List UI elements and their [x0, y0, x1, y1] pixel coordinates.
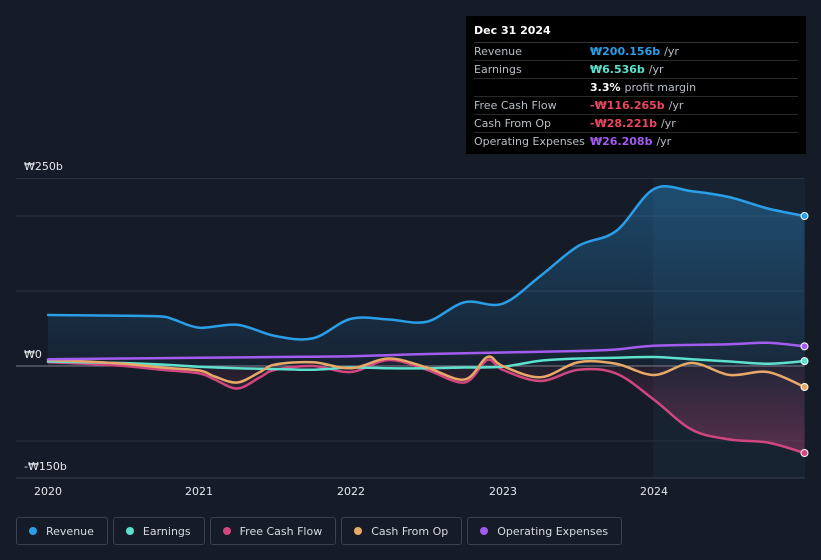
cash-from-op-end-point — [800, 383, 809, 391]
x-tick-label-2023: 2023 — [489, 485, 517, 498]
y-tick-label-top: ₩250b — [24, 160, 63, 173]
legend-label: Operating Expenses — [497, 524, 609, 538]
tooltip-value: ₩200.156b — [590, 45, 661, 58]
tooltip-row-revenue: Revenue ₩200.156b /yr — [474, 43, 798, 61]
tooltip-label: Operating Expenses — [474, 135, 585, 148]
tooltip-row-profit-margin: 3.3% profit margin — [474, 79, 798, 97]
tooltip-value: -₩28.221b — [590, 117, 658, 130]
earnings-end-point — [800, 357, 809, 366]
chart-legend: Revenue Earnings Free Cash Flow Cash Fro… — [16, 517, 623, 545]
x-tick-label-2022: 2022 — [337, 485, 365, 498]
tooltip-label: Revenue — [474, 45, 522, 58]
operating-expenses-line — [46, 341, 806, 361]
tooltip-label: Earnings — [474, 63, 522, 76]
tooltip-row-operating-expenses: Operating Expenses ₩26.208b /yr — [474, 133, 798, 150]
tooltip-label — [474, 79, 590, 96]
x-tick-label-2020: 2020 — [34, 485, 62, 498]
series-end-markers — [800, 212, 809, 457]
legend-item-revenue[interactable]: Revenue — [16, 517, 108, 545]
tooltip-row-free-cash-flow: Free Cash Flow -₩116.265b /yr — [474, 97, 798, 115]
revenue-end-point — [800, 212, 809, 220]
y-tick-label-bottom: -₩150b — [24, 460, 67, 473]
tooltip-value: 3.3% — [590, 81, 621, 94]
tooltip-unit: /yr — [664, 45, 679, 58]
series-lines — [46, 185, 806, 455]
tooltip-unit: /yr — [648, 63, 664, 76]
operating-expenses-end-point — [800, 342, 809, 351]
tooltip-row-cash-from-op: Cash From Op -₩28.221b /yr — [474, 115, 798, 133]
legend-item-free-cash-flow[interactable]: Free Cash Flow — [209, 517, 337, 545]
tooltip-unit: /yr — [668, 99, 684, 112]
legend-dot-icon — [29, 527, 37, 535]
revenue-line — [46, 185, 806, 341]
area-fills — [48, 186, 805, 453]
tooltip-unit: /yr — [656, 135, 672, 148]
free-cash-flow-end-point — [800, 449, 809, 457]
data-tooltip: Dec 31 2024 Revenue ₩200.156b /yr Earnin… — [466, 16, 806, 154]
revenue-area — [48, 186, 805, 366]
tooltip-label: Cash From Op — [474, 117, 552, 130]
legend-dot-icon — [222, 527, 231, 535]
tooltip-value: -₩116.265b — [590, 99, 665, 112]
tooltip-value: ₩6.536b — [590, 63, 645, 76]
tooltip-unit: /yr — [661, 117, 676, 130]
legend-dot-icon — [125, 527, 134, 535]
tooltip-unit: profit margin — [624, 81, 697, 94]
legend-dot-icon — [354, 527, 363, 535]
legend-label: Cash From Op — [371, 524, 449, 538]
tooltip-value: ₩26.208b — [590, 135, 653, 148]
tooltip-date: Dec 31 2024 — [474, 24, 798, 43]
legend-item-earnings[interactable]: Earnings — [112, 517, 205, 545]
y-tick-label-zero: ₩0 — [24, 348, 42, 361]
tooltip-label: Free Cash Flow — [474, 99, 557, 112]
legend-label: Free Cash Flow — [239, 524, 323, 538]
tooltip-row-earnings: Earnings ₩6.536b /yr — [474, 61, 798, 79]
cash-from-op-line — [46, 355, 806, 389]
legend-item-cash-from-op[interactable]: Cash From Op — [341, 517, 463, 545]
chart-svg — [16, 178, 809, 479]
legend-dot-icon — [480, 527, 489, 535]
free-cash-flow-line — [46, 358, 806, 455]
legend-label: Revenue — [46, 524, 94, 538]
x-tick-label-2021: 2021 — [185, 485, 213, 498]
legend-label: Earnings — [142, 524, 191, 538]
legend-item-operating-expenses[interactable]: Operating Expenses — [467, 517, 623, 545]
x-tick-label-2024: 2024 — [640, 485, 668, 498]
